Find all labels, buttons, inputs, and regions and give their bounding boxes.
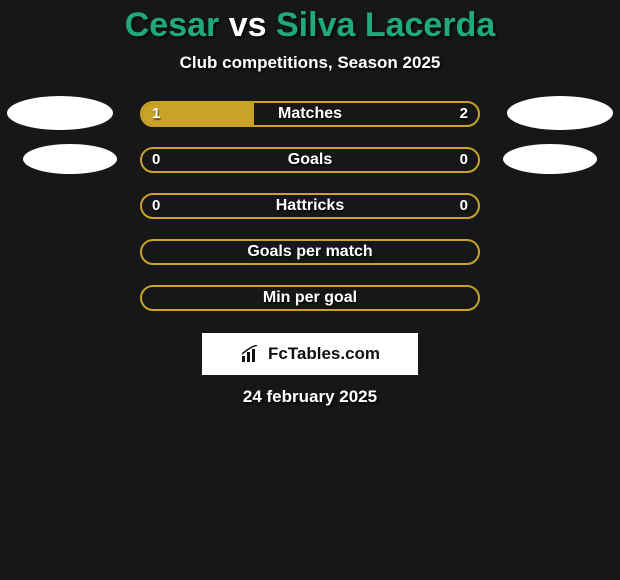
stat-label: Goals	[142, 149, 478, 171]
stat-row: Min per goal	[0, 285, 620, 331]
title-player2: Silva Lacerda	[276, 6, 495, 44]
stat-row: 12Matches	[0, 101, 620, 147]
stat-bar: 00Hattricks	[140, 193, 480, 219]
player2-avatar	[503, 144, 597, 174]
stat-label: Min per goal	[142, 287, 478, 309]
stat-bar: Min per goal	[140, 285, 480, 311]
stat-label: Goals per match	[142, 241, 478, 263]
stat-bar: 00Goals	[140, 147, 480, 173]
player1-avatar	[7, 96, 113, 130]
footer-date: 24 february 2025	[0, 387, 620, 407]
title-player1: Cesar	[125, 6, 220, 44]
stat-label: Matches	[142, 103, 478, 125]
stat-row: Goals per match	[0, 239, 620, 285]
stat-bar: 12Matches	[140, 101, 480, 127]
subtitle: Club competitions, Season 2025	[0, 53, 620, 73]
stat-row: 00Goals	[0, 147, 620, 193]
stat-rows: 12Matches 00Goals 00Hattricks Goals per mat…	[0, 101, 620, 331]
page-title: Cesar vs Silva Lacerda	[0, 6, 620, 45]
player2-avatar	[507, 96, 613, 130]
stat-bar: Goals per match	[140, 239, 480, 265]
player1-avatar	[23, 144, 117, 174]
title-vs: vs	[229, 6, 267, 44]
footer-logo: FcTables.com	[202, 333, 418, 375]
chart-icon	[240, 345, 262, 363]
stat-label: Hattricks	[142, 195, 478, 217]
stat-row: 00Hattricks	[0, 193, 620, 239]
footer-logo-text: FcTables.com	[268, 344, 380, 364]
